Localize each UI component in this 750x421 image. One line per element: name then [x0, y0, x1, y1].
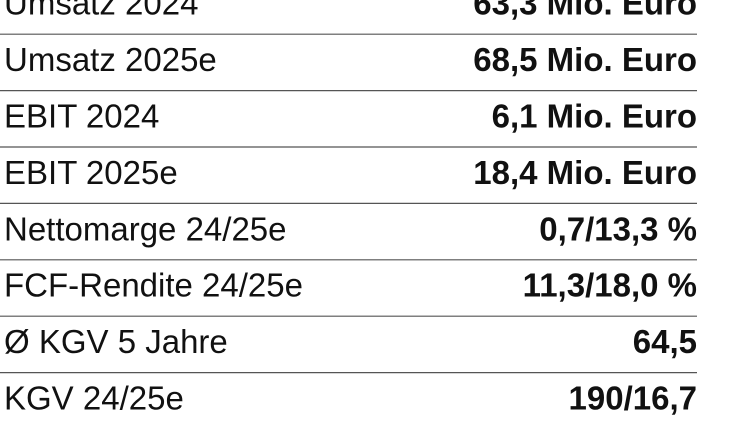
row-label: KGV 24/25e	[4, 380, 184, 417]
row-label: Ø KGV 5 Jahre	[4, 323, 228, 360]
row-value: 6,1 Mio. Euro	[492, 98, 697, 135]
row-label: Umsatz 2025e	[4, 41, 217, 78]
row-label: Umsatz 2024	[4, 0, 198, 22]
row-label: EBIT 2024	[4, 98, 159, 135]
row-value: 0,7/13,3 %	[539, 210, 697, 247]
row-value: 18,4 Mio. Euro	[473, 154, 697, 191]
row-label: EBIT 2025e	[4, 154, 178, 191]
row-label: Nettomarge 24/25e	[4, 210, 287, 247]
row-value: 68,5 Mio. Euro	[473, 41, 697, 78]
row-value: 190/16,7	[569, 380, 697, 417]
row-value: 11,3/18,0 %	[523, 267, 697, 304]
row-label: FCF-Rendite 24/25e	[4, 267, 303, 304]
row-value: 64,5	[633, 323, 697, 360]
row-value: 63,3 Mio. Euro	[473, 0, 697, 22]
